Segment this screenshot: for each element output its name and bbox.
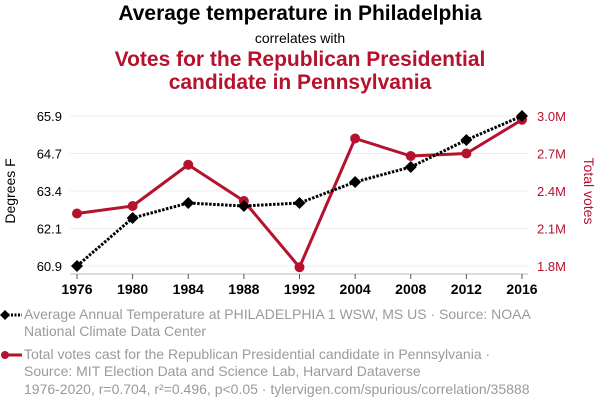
footer-stats: 1976-2020, r=0.704, r²=0.496, p<0.05 · t… xyxy=(24,381,530,397)
chart-title: Average temperature in Philadelphia xyxy=(118,2,482,25)
series-group xyxy=(71,110,528,273)
temperature-point xyxy=(71,260,83,272)
legend-item-votes: Total votes cast for the Republican Pres… xyxy=(1,346,594,380)
votes-point xyxy=(183,159,194,170)
y-tick-label: 62.1 xyxy=(37,222,62,237)
x-tick-label: 2012 xyxy=(451,281,482,297)
legend-votes-line2: Source: MIT Election Data and Science La… xyxy=(24,363,421,379)
legend-temp-line2: National Climate Data Center xyxy=(24,323,207,339)
diamond-dotted-line-icon xyxy=(0,310,22,320)
x-tick-label: 1988 xyxy=(228,281,259,297)
legend-item-temperature: Average Annual Temperature at PHILADELPH… xyxy=(0,306,594,340)
y2-tick-label: 2.4M xyxy=(537,184,566,199)
title2-line2: candidate in Pennsylvania xyxy=(168,71,432,94)
temperature-point xyxy=(516,110,528,122)
chart-plot: 60.9 62.1 63.4 64.7 65.9 1.8M 2.1M 2.4M 2.7M 3.0… xyxy=(2,109,597,297)
y2-tick-label: 3.0M xyxy=(537,109,566,124)
votes-point xyxy=(405,151,416,161)
x-tick-label: 2004 xyxy=(340,281,371,297)
votes-point xyxy=(72,208,82,219)
y-tick-label: 60.9 xyxy=(37,259,62,274)
y-tick-label: 63.4 xyxy=(37,184,62,199)
y2-tick-label: 2.7M xyxy=(537,147,566,162)
votes-point xyxy=(294,262,305,273)
legend-votes-line1: Total votes cast for the Republican Pres… xyxy=(24,346,491,362)
chart-title-secondary: Votes for the Republican Presidential ca… xyxy=(0,48,600,94)
temperature-point xyxy=(349,176,362,188)
circle-line-icon xyxy=(1,351,22,359)
y-axis-right: 1.8M 2.1M 2.4M 2.7M 3.0M xyxy=(537,109,566,274)
y2-tick-label: 2.1M xyxy=(537,222,566,237)
y2-axis-label: Total votes xyxy=(581,158,597,225)
temperature-point xyxy=(126,212,139,224)
x-tick-label: 1980 xyxy=(117,281,148,297)
votes-line xyxy=(76,118,523,269)
votes-point xyxy=(350,133,361,144)
chart-subtitle: correlates with xyxy=(254,30,346,46)
temperature-point xyxy=(460,134,473,146)
x-tick-label: 1992 xyxy=(284,281,315,297)
x-tick-label: 2016 xyxy=(506,281,537,297)
temperature-point xyxy=(293,197,306,209)
y2-tick-label: 1.8M xyxy=(537,259,566,274)
votes-point xyxy=(127,201,138,211)
x-tick-label: 1976 xyxy=(61,281,92,297)
y-axis-label: Degrees F xyxy=(2,158,18,223)
x-tick-label: 2008 xyxy=(395,281,426,297)
temperature-point xyxy=(182,197,195,209)
temperature-point xyxy=(237,200,250,212)
y-axis-left: 60.9 62.1 63.4 64.7 65.9 xyxy=(37,109,62,274)
votes-point xyxy=(461,148,472,159)
x-tick-label: 1984 xyxy=(173,281,204,297)
y-tick-label: 64.7 xyxy=(37,147,62,162)
y-tick-label: 65.9 xyxy=(37,109,62,124)
title2-line1: Votes for the Republican Presidential xyxy=(114,48,486,71)
legend-temp-line1: Average Annual Temperature at PHILADELPH… xyxy=(24,306,531,322)
gridlines xyxy=(70,115,528,267)
x-axis: 1976 1980 1984 1988 1992 2004 2008 2012 2016 xyxy=(61,273,538,297)
temperature-point xyxy=(404,161,417,173)
